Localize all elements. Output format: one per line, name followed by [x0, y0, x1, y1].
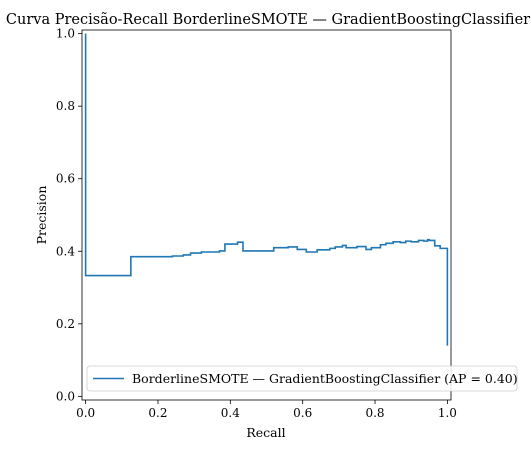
axes-frame — [81, 29, 452, 401]
x-tick-label: 1.0 — [438, 406, 457, 420]
x-tick-label: 0.6 — [293, 406, 312, 420]
series-group — [84, 33, 449, 346]
y-axis-ticks: 0.0 0.2 0.4 0.6 0.8 1.0 — [56, 27, 82, 403]
y-tick-label: 0.2 — [56, 317, 75, 331]
y-tick-label: 1.0 — [56, 27, 75, 41]
x-axis-label: Recall — [246, 425, 285, 440]
legend-label: BorderlineSMOTE — GradientBoostingClassi… — [132, 371, 518, 386]
y-tick-label: 0.8 — [56, 99, 75, 113]
y-axis-label: Precision — [34, 186, 49, 245]
chart-title: Curva Precisão-Recall BorderlineSMOTE — … — [6, 12, 530, 28]
legend-box — [86, 365, 518, 392]
x-axis-ticks: 0.0 0.2 0.4 0.6 0.8 1.0 — [76, 400, 457, 420]
legend: BorderlineSMOTE — GradientBoostingClassi… — [86, 365, 518, 392]
x-tick-label: 0.0 — [76, 406, 95, 420]
y-tick-label: 0.4 — [56, 244, 75, 258]
y-tick-label: 0.6 — [56, 172, 75, 186]
x-tick-label: 0.2 — [148, 406, 167, 420]
precision-recall-curve — [84, 33, 449, 346]
x-tick-label: 0.4 — [221, 406, 240, 420]
x-tick-label: 0.8 — [365, 406, 384, 420]
y-tick-label: 0.0 — [56, 389, 75, 403]
